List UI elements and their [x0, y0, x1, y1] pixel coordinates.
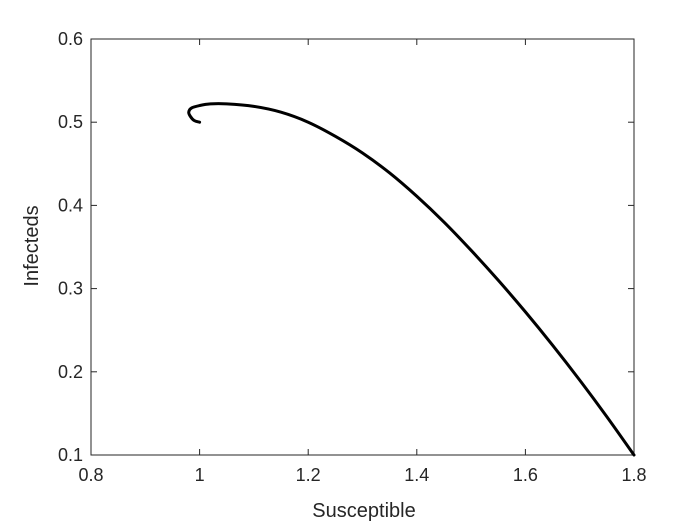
x-tick-label: 0.8	[78, 465, 103, 485]
series-layer	[187, 102, 636, 457]
trajectory-line	[187, 102, 636, 457]
plot-frame	[90, 38, 635, 456]
x-tick-label: 1.2	[296, 465, 321, 485]
y-axis-ticks: 0.1 0.2 0.3 0.4 0.5 0.6	[58, 29, 634, 465]
y-tick-label: 0.6	[58, 29, 83, 49]
x-tick-label: 1	[195, 465, 205, 485]
plot-box	[90, 38, 635, 456]
y-tick-label: 0.1	[58, 445, 83, 465]
y-axis-label: Infecteds	[21, 205, 43, 286]
y-tick-label: 0.5	[58, 112, 83, 132]
x-tick-label: 1.6	[513, 465, 538, 485]
y-tick-label: 0.3	[58, 279, 83, 299]
x-tick-label: 1.4	[404, 465, 429, 485]
x-axis-ticks: 0.8 1 1.2 1.4 1.6 1.8	[78, 39, 647, 485]
y-tick-label: 0.4	[58, 195, 83, 215]
y-tick-label: 0.2	[58, 362, 83, 382]
x-axis-label: Susceptible	[312, 500, 415, 522]
x-tick-label: 1.8	[621, 465, 646, 485]
